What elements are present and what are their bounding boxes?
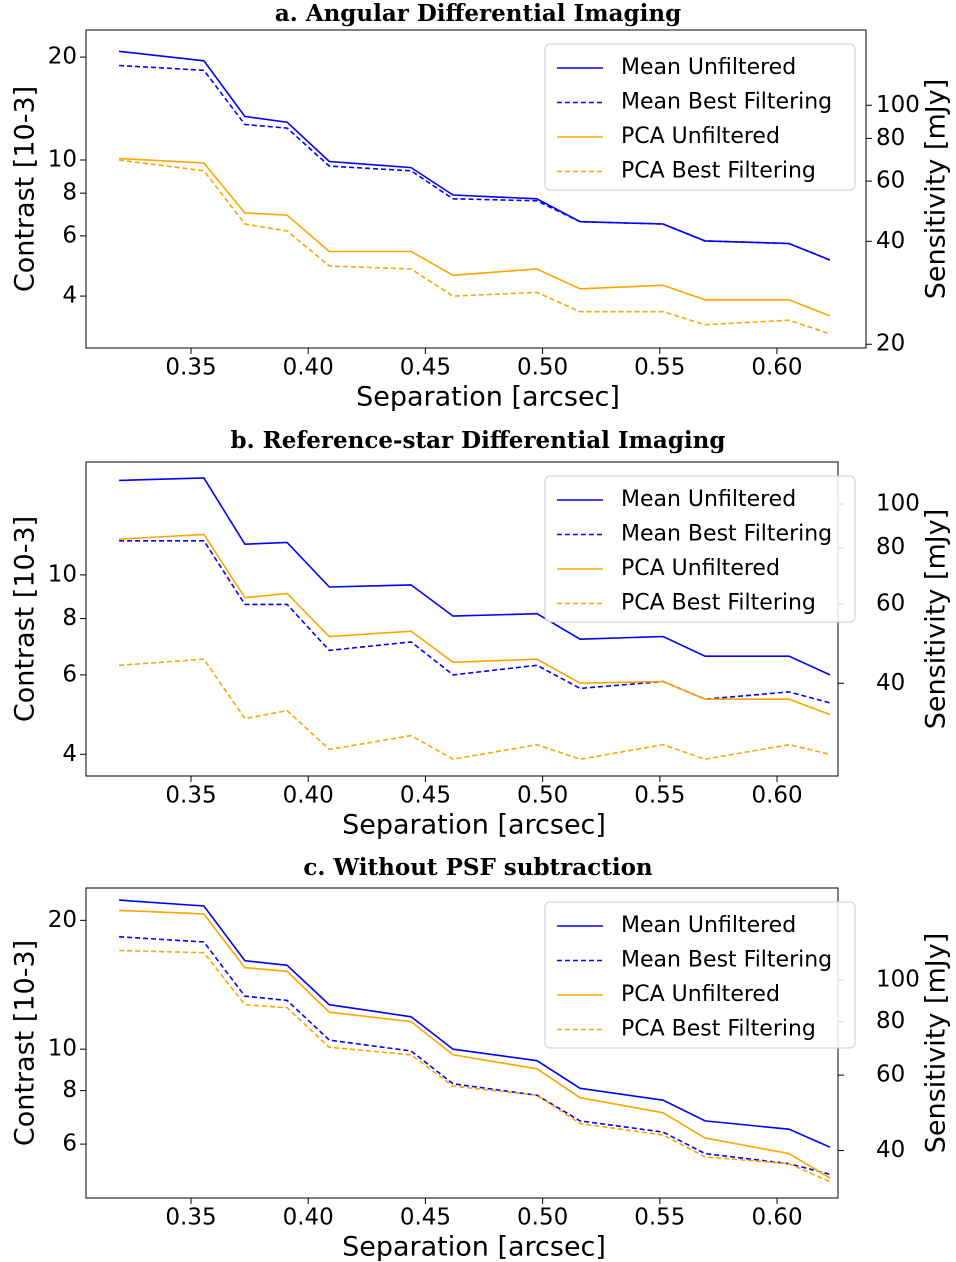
x-tick-label: 0.45 bbox=[400, 1205, 451, 1231]
y2-axis-label: Sensitivity [mJy] bbox=[921, 509, 952, 729]
legend-label: PCA Unfiltered bbox=[621, 982, 780, 1007]
y-tick-label: 10 bbox=[48, 147, 77, 173]
legend-box bbox=[544, 475, 856, 623]
legend-label: Mean Unfiltered bbox=[621, 913, 796, 938]
y-tick-label: 8 bbox=[62, 1077, 77, 1103]
legend-label: Mean Best Filtering bbox=[621, 90, 832, 115]
series-line bbox=[119, 540, 831, 704]
y2-tick-label: 60 bbox=[876, 168, 905, 194]
series-line bbox=[118, 64, 831, 261]
series-line bbox=[118, 157, 831, 317]
y2-tick-label: 100 bbox=[876, 92, 920, 118]
y-tick-label: 6 bbox=[62, 222, 77, 248]
y-tick-label: 8 bbox=[62, 180, 77, 206]
y-tick-label: 6 bbox=[62, 1131, 77, 1157]
y-tick-label: 4 bbox=[62, 741, 77, 767]
y2-tick-label: 80 bbox=[876, 1008, 905, 1034]
x-tick-label: 0.60 bbox=[751, 355, 802, 381]
y-axis-label: Contrast [10-3] bbox=[10, 940, 41, 1146]
y-tick-label: 8 bbox=[62, 605, 77, 631]
chart-title: c. Without PSF subtraction bbox=[303, 854, 653, 881]
legend-box bbox=[544, 901, 856, 1049]
x-tick-label: 0.60 bbox=[751, 1205, 802, 1231]
legend-label: Mean Best Filtering bbox=[621, 522, 832, 547]
x-tick-label: 0.55 bbox=[634, 1205, 685, 1231]
y2-tick-label: 100 bbox=[876, 967, 920, 993]
y2-tick-label: 40 bbox=[876, 670, 905, 696]
x-tick-label: 0.60 bbox=[751, 783, 802, 809]
x-tick-label: 0.35 bbox=[165, 1205, 216, 1231]
x-tick-label: 0.40 bbox=[283, 355, 334, 381]
plot-frame bbox=[85, 29, 867, 349]
series-line bbox=[119, 899, 831, 1148]
legend-label: PCA Unfiltered bbox=[621, 124, 780, 149]
x-tick-label: 0.40 bbox=[283, 783, 334, 809]
y2-tick-label: 80 bbox=[876, 534, 905, 560]
x-axis-label: Separation [arcsec] bbox=[342, 810, 606, 841]
y-tick-label: 10 bbox=[48, 561, 77, 587]
x-tick-label: 0.50 bbox=[517, 355, 568, 381]
legend-label: PCA Best Filtering bbox=[621, 591, 816, 616]
x-axis-label: Separation [arcsec] bbox=[342, 1232, 606, 1262]
y-tick-label: 20 bbox=[48, 44, 77, 70]
x-tick-label: 0.45 bbox=[400, 355, 451, 381]
y-tick-label: 10 bbox=[48, 1036, 77, 1062]
legend-label: Mean Unfiltered bbox=[621, 487, 796, 512]
x-tick-label: 0.45 bbox=[400, 783, 451, 809]
legend-label: Mean Unfiltered bbox=[621, 55, 796, 80]
x-axis-label: Separation [arcsec] bbox=[356, 382, 620, 413]
x-tick-label: 0.35 bbox=[165, 355, 216, 381]
chart-title: a. Angular Differential Imaging bbox=[275, 0, 681, 27]
y2-tick-label: 60 bbox=[876, 590, 905, 616]
x-tick-label: 0.55 bbox=[634, 355, 685, 381]
legend-label: PCA Best Filtering bbox=[621, 159, 816, 184]
y2-axis-label: Sensitivity [mJy] bbox=[921, 933, 952, 1153]
y-axis-label: Contrast [10-3] bbox=[10, 86, 41, 292]
x-tick-label: 0.55 bbox=[634, 783, 685, 809]
y2-tick-label: 20 bbox=[876, 331, 905, 357]
chart-title: b. Reference-star Differential Imaging bbox=[231, 427, 726, 454]
x-tick-label: 0.50 bbox=[517, 783, 568, 809]
x-tick-label: 0.40 bbox=[283, 1205, 334, 1231]
y2-tick-label: 100 bbox=[876, 491, 920, 517]
legend-box bbox=[544, 43, 856, 191]
series-line bbox=[119, 477, 831, 676]
series-line bbox=[119, 949, 831, 1183]
series-line bbox=[119, 533, 831, 716]
series-line bbox=[119, 658, 831, 761]
legend-label: Mean Best Filtering bbox=[621, 948, 832, 973]
y-tick-label: 20 bbox=[48, 907, 77, 933]
y2-tick-label: 40 bbox=[876, 228, 905, 254]
y2-tick-label: 60 bbox=[876, 1062, 905, 1088]
y-tick-label: 6 bbox=[62, 661, 77, 687]
y-tick-label: 4 bbox=[62, 283, 77, 309]
y-axis-label: Contrast [10-3] bbox=[10, 516, 41, 722]
y2-tick-label: 80 bbox=[876, 125, 905, 151]
legend-label: PCA Best Filtering bbox=[621, 1017, 816, 1042]
series-line bbox=[119, 936, 831, 1176]
y2-tick-label: 40 bbox=[876, 1137, 905, 1163]
y2-axis-label: Sensitivity [mJy] bbox=[921, 79, 952, 299]
x-tick-label: 0.50 bbox=[517, 1205, 568, 1231]
legend-label: PCA Unfiltered bbox=[621, 556, 780, 581]
series-line bbox=[119, 909, 831, 1179]
series-line bbox=[118, 159, 831, 335]
x-tick-label: 0.35 bbox=[165, 783, 216, 809]
